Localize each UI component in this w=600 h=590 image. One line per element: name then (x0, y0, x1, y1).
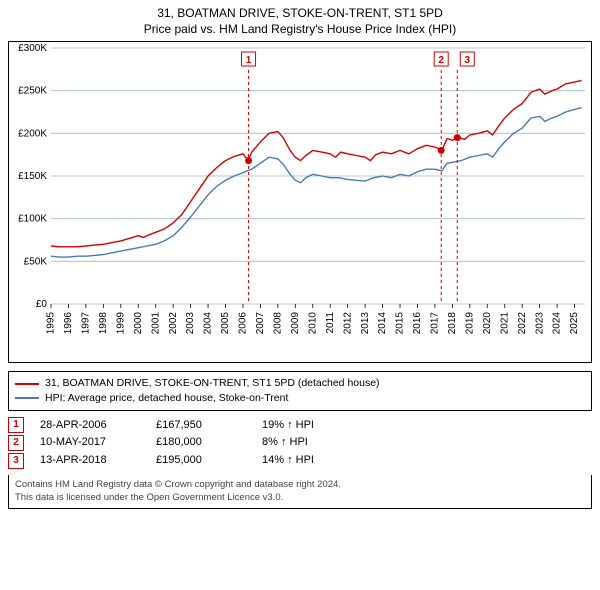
line-chart: £0 £50K £100K £150K £200K £250K £300K 1995 1996 1… (9, 42, 589, 362)
svg-text:1: 1 (246, 55, 252, 66)
event-pct: 14% ↑ HPI (262, 452, 314, 470)
svg-text:2017: 2017 (430, 312, 441, 335)
svg-text:£150K: £150K (18, 171, 47, 182)
svg-text:2009: 2009 (290, 312, 301, 335)
event-pct: 19% ↑ HPI (262, 417, 314, 435)
svg-text:2006: 2006 (238, 312, 249, 335)
event-row: 3 13-APR-2018 £195,000 14% ↑ HPI (8, 452, 592, 470)
svg-text:1995: 1995 (46, 312, 57, 335)
svg-text:2019: 2019 (464, 312, 475, 335)
svg-text:1999: 1999 (115, 312, 126, 335)
legend-swatch (15, 397, 39, 399)
svg-text:£100K: £100K (18, 214, 47, 225)
svg-text:2018: 2018 (447, 312, 458, 335)
svg-text:2022: 2022 (517, 312, 528, 335)
svg-text:2014: 2014 (377, 312, 388, 335)
legend: 31, BOATMAN DRIVE, STOKE-ON-TRENT, ST1 5… (8, 371, 592, 410)
event-price: £167,950 (156, 417, 246, 435)
legend-label: HPI: Average price, detached house, Stok… (45, 391, 288, 406)
title-line1: 31, BOATMAN DRIVE, STOKE-ON-TRENT, ST1 5… (8, 6, 592, 22)
svg-text:2010: 2010 (307, 312, 318, 335)
svg-text:£50K: £50K (24, 257, 48, 268)
svg-text:2023: 2023 (534, 312, 545, 335)
svg-text:1998: 1998 (98, 312, 109, 335)
event-marker-box: 2 (8, 435, 24, 451)
svg-text:£200K: £200K (18, 129, 47, 140)
svg-text:1997: 1997 (81, 312, 92, 335)
svg-text:2005: 2005 (220, 312, 231, 335)
svg-text:2: 2 (438, 55, 444, 66)
event-date: 10-MAY-2017 (40, 434, 140, 452)
event-price: £180,000 (156, 434, 246, 452)
svg-text:2002: 2002 (168, 312, 179, 335)
chart-container: £0 £50K £100K £150K £200K £250K £300K 1995 1996 1… (8, 41, 592, 363)
svg-text:2000: 2000 (133, 312, 144, 335)
svg-text:3: 3 (464, 55, 470, 66)
footer-line2: This data is licensed under the Open Gov… (15, 492, 585, 504)
svg-text:£250K: £250K (18, 86, 47, 97)
svg-text:2003: 2003 (185, 312, 196, 335)
svg-text:2011: 2011 (325, 312, 336, 334)
svg-text:2004: 2004 (203, 312, 214, 335)
event-price: £195,000 (156, 452, 246, 470)
svg-text:2008: 2008 (273, 312, 284, 335)
event-marker-box: 1 (8, 417, 24, 433)
svg-text:2001: 2001 (150, 312, 161, 335)
svg-text:1996: 1996 (63, 312, 74, 335)
legend-row: HPI: Average price, detached house, Stok… (15, 391, 585, 406)
svg-text:2016: 2016 (412, 312, 423, 335)
svg-text:2012: 2012 (342, 312, 353, 335)
event-row: 2 10-MAY-2017 £180,000 8% ↑ HPI (8, 434, 592, 452)
legend-swatch (15, 383, 39, 385)
legend-label: 31, BOATMAN DRIVE, STOKE-ON-TRENT, ST1 5… (45, 376, 380, 391)
event-date: 28-APR-2006 (40, 417, 140, 435)
svg-text:2024: 2024 (552, 312, 563, 335)
event-marker-box: 3 (8, 453, 24, 469)
legend-row: 31, BOATMAN DRIVE, STOKE-ON-TRENT, ST1 5… (15, 376, 585, 391)
event-table: 1 28-APR-2006 £167,950 19% ↑ HPI 2 10-MAY-201… (8, 417, 592, 470)
svg-text:£0: £0 (36, 299, 48, 310)
title-line2: Price paid vs. HM Land Registry's House … (8, 22, 592, 38)
event-row: 1 28-APR-2006 £167,950 19% ↑ HPI (8, 417, 592, 435)
svg-text:2013: 2013 (360, 312, 371, 335)
chart-title: 31, BOATMAN DRIVE, STOKE-ON-TRENT, ST1 5… (8, 6, 592, 37)
event-pct: 8% ↑ HPI (262, 434, 308, 452)
footer-line1: Contains HM Land Registry data © Crown c… (15, 479, 585, 491)
svg-text:2015: 2015 (395, 312, 406, 335)
svg-text:2021: 2021 (499, 312, 510, 335)
svg-text:£300K: £300K (18, 43, 47, 54)
event-date: 13-APR-2018 (40, 452, 140, 470)
svg-text:2007: 2007 (255, 312, 266, 335)
svg-text:2020: 2020 (482, 312, 493, 335)
footer-attribution: Contains HM Land Registry data © Crown c… (8, 475, 592, 509)
svg-text:2025: 2025 (569, 312, 580, 335)
